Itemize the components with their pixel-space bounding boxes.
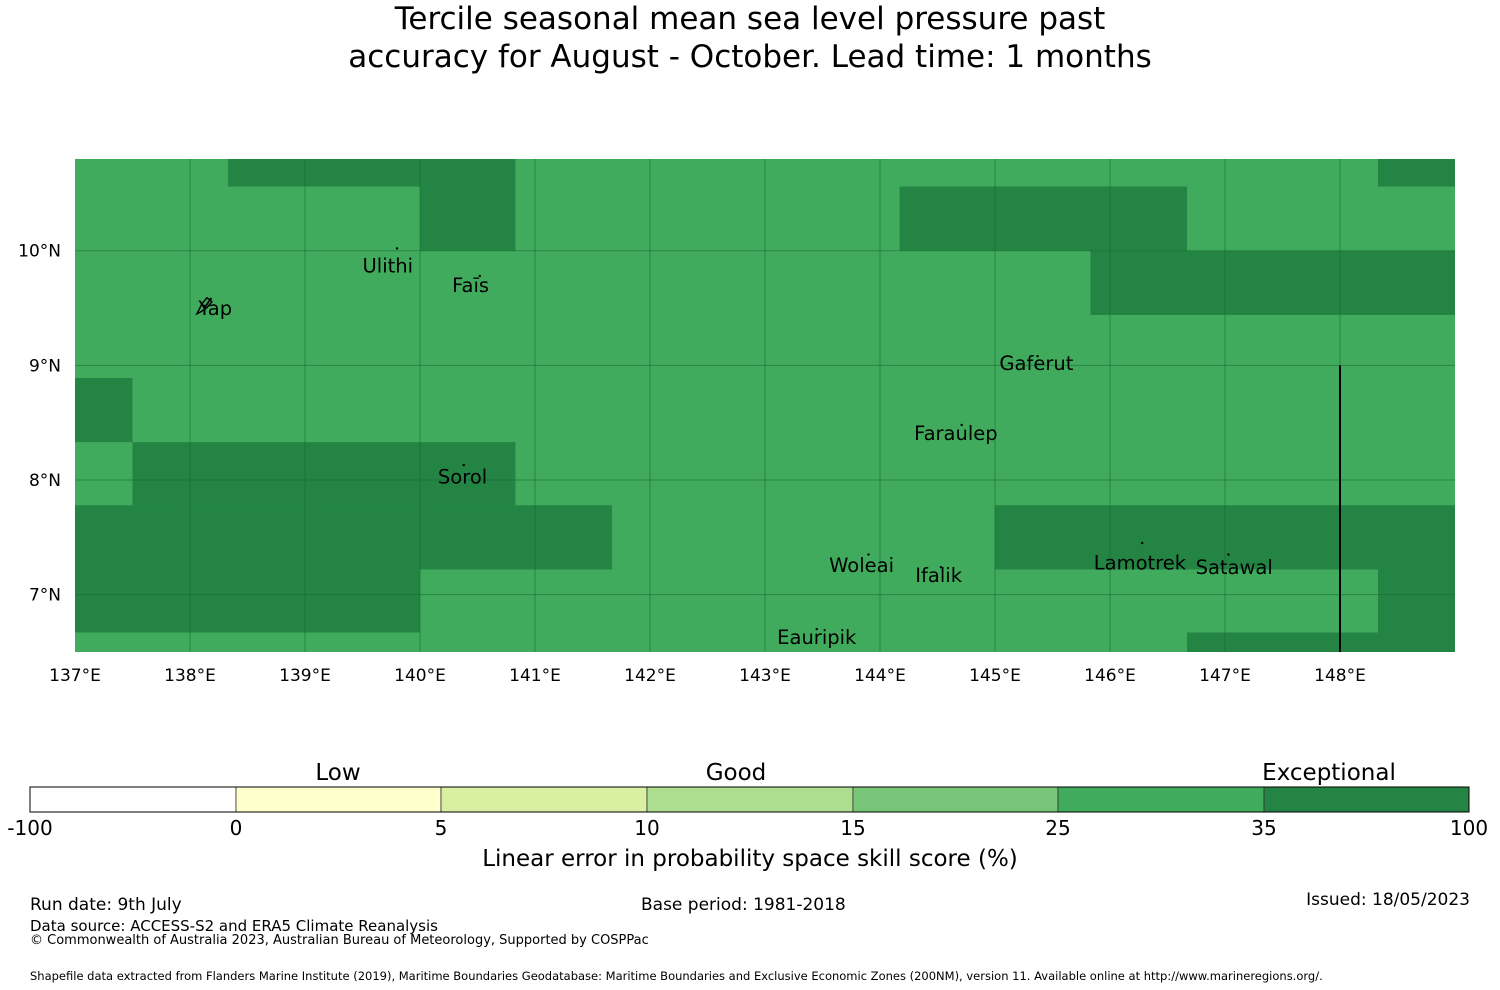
colorbar-tick: 100 [1449, 816, 1489, 840]
skill-cell [1090, 250, 1455, 315]
place-label: Gaferut [999, 352, 1073, 375]
island-marker [395, 247, 399, 250]
lon-tick-label: 140°E [394, 666, 446, 686]
lon-tick-label: 142°E [624, 666, 676, 686]
lon-tick-label: 139°E [279, 666, 331, 686]
lon-tick-label: 143°E [739, 666, 791, 686]
copyright: © Commonwealth of Australia 2023, Austra… [30, 933, 649, 948]
colorbar-tick: 10 [634, 816, 660, 840]
colorbar-tick: 35 [1251, 816, 1277, 840]
place-label: Yap [198, 297, 233, 320]
island-marker [202, 304, 205, 307]
place-label: Eauripik [777, 626, 857, 649]
place-label: Faraulep [914, 422, 998, 445]
run-date: Run date: 9th July [30, 895, 182, 915]
lon-tick-label: 144°E [854, 666, 906, 686]
island-marker [867, 553, 870, 556]
colorbar-tick: 0 [229, 816, 243, 840]
place-label: Woleai [829, 554, 894, 577]
skill-cell [75, 377, 133, 443]
colorbar-segment [29, 786, 237, 813]
title-line-1: Tercile seasonal mean sea level pressure… [394, 1, 1106, 37]
colorbar-tick: 5 [434, 816, 448, 840]
skill-cell [227, 159, 516, 187]
colorbar-segment [440, 786, 648, 813]
lon-tick-label: 141°E [509, 666, 561, 686]
colorbar-title: Linear error in probability space skill … [482, 846, 1018, 872]
skill-cell [420, 186, 516, 251]
place-label: Sorol [438, 466, 487, 489]
lat-tick-label: 9°N [29, 356, 61, 376]
place-label: Satawal [1196, 556, 1273, 579]
colorbar-frame [29, 786, 1470, 813]
skill-cell [1187, 632, 1378, 652]
base-period: Base period: 1981-2018 [641, 895, 846, 915]
lat-tick-label: 7°N [29, 586, 61, 606]
skill-cell [75, 569, 420, 633]
lat-tick-label: 8°N [29, 471, 61, 491]
skill-cell [132, 442, 516, 506]
colorbar-segment [646, 786, 854, 813]
island-marker [1141, 541, 1144, 545]
colorbar-segment [1263, 786, 1470, 813]
lon-tick-label: 138°E [164, 666, 216, 686]
colorbar-segment [1057, 786, 1265, 813]
colorbar-segment [852, 786, 1059, 813]
place-label: Faīs [452, 274, 489, 297]
issued-date: Issued: 18/05/2023 [1306, 890, 1470, 910]
colorbar-segment [235, 786, 442, 813]
legend-label-good: Good [705, 760, 767, 786]
shapefile-credit: Shapefile data extracted from Flanders M… [30, 969, 1323, 983]
skill-cell [1377, 569, 1455, 652]
lon-tick-label: 146°E [1084, 666, 1136, 686]
lat-tick-label: 10°N [18, 242, 61, 262]
data-source: Data source: ACCESS-S2 and ERA5 Climate … [30, 917, 438, 935]
legend-label-low: Low [315, 760, 361, 786]
island-marker [478, 274, 481, 278]
island-marker [462, 463, 465, 467]
chart-title: Tercile seasonal mean sea level pressure… [0, 0, 1500, 76]
place-label: Lamotrek [1094, 552, 1187, 575]
skill-cell [75, 505, 613, 570]
colorbar-tick: 25 [1045, 816, 1071, 840]
title-line-2: accuracy for August - October. Lead time… [348, 39, 1152, 75]
island-marker [1227, 553, 1230, 556]
colorbar-tick: -100 [7, 816, 53, 840]
island-marker [1036, 355, 1039, 358]
island-marker [815, 627, 818, 631]
island-marker [960, 423, 963, 427]
lon-tick-label: 145°E [969, 666, 1021, 686]
place-label: Ifalik [915, 564, 962, 587]
island-marker [939, 565, 943, 569]
colorbar-tick: 15 [840, 816, 866, 840]
skill-cell [899, 186, 1188, 251]
skill-cell [1377, 159, 1455, 187]
yap-island-outline [195, 296, 213, 316]
legend-label-exceptional: Exceptional [1262, 760, 1396, 786]
lon-tick-label: 148°E [1314, 666, 1366, 686]
lon-tick-label: 137°E [49, 666, 101, 686]
lon-tick-label: 147°E [1199, 666, 1251, 686]
place-label: Ulithi [363, 255, 414, 278]
